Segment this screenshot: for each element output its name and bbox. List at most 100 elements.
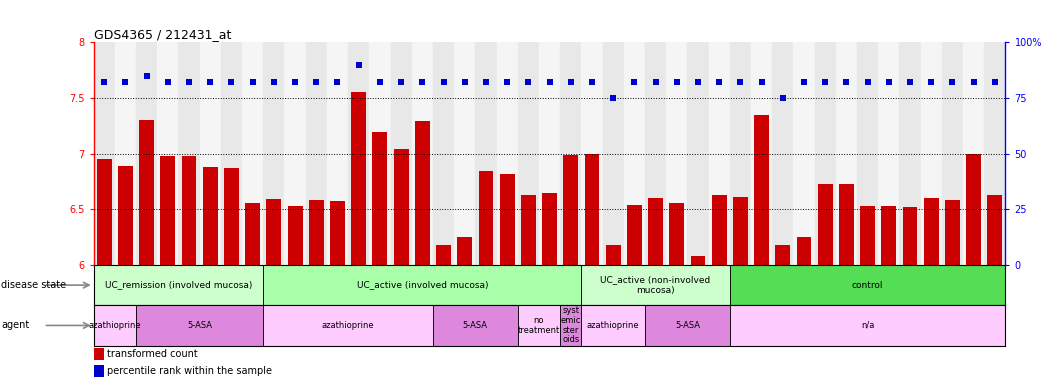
Bar — [266, 199, 281, 265]
Bar — [543, 193, 556, 265]
Text: UC_active (involved mucosa): UC_active (involved mucosa) — [356, 281, 488, 290]
Point — [817, 79, 834, 85]
Bar — [369, 42, 390, 265]
Bar — [118, 166, 133, 265]
Bar — [687, 42, 709, 265]
Point — [350, 61, 367, 68]
Bar — [458, 237, 472, 265]
Bar — [327, 42, 348, 265]
Text: UC_active (non-involved
mucosa): UC_active (non-involved mucosa) — [600, 275, 711, 295]
Bar — [881, 206, 896, 265]
Bar — [394, 149, 409, 265]
Bar — [348, 42, 369, 265]
Point — [202, 79, 219, 85]
Bar — [899, 42, 920, 265]
Point — [732, 79, 749, 85]
Bar — [560, 305, 581, 346]
Bar — [942, 42, 963, 265]
Point — [562, 79, 579, 85]
Bar — [666, 42, 687, 265]
Bar — [305, 42, 327, 265]
Bar — [500, 174, 515, 265]
Bar — [412, 42, 433, 265]
Bar — [581, 305, 645, 346]
Bar — [94, 265, 263, 305]
Bar — [246, 203, 260, 265]
Bar — [857, 42, 878, 265]
Bar — [476, 42, 497, 265]
Bar — [139, 120, 154, 265]
Point — [456, 79, 473, 85]
Bar — [115, 42, 136, 265]
Bar — [243, 42, 263, 265]
Bar — [648, 198, 663, 265]
Bar — [221, 42, 243, 265]
Point — [181, 79, 198, 85]
Point — [499, 79, 516, 85]
Bar — [454, 42, 476, 265]
Point — [286, 79, 303, 85]
Point — [138, 73, 155, 79]
Bar — [497, 42, 518, 265]
Bar — [733, 197, 748, 265]
Point — [604, 95, 621, 101]
Text: UC_remission (involved mucosa): UC_remission (involved mucosa) — [104, 281, 252, 290]
Text: control: control — [852, 281, 883, 290]
Point — [668, 79, 685, 85]
Bar — [754, 115, 769, 265]
Bar — [351, 93, 366, 265]
Text: syst
emic
ster
oids: syst emic ster oids — [561, 306, 581, 344]
Bar — [581, 42, 602, 265]
Bar — [818, 184, 833, 265]
Bar — [284, 42, 305, 265]
Point — [583, 79, 600, 85]
Point — [965, 79, 982, 85]
Bar — [920, 42, 942, 265]
Bar — [372, 132, 387, 265]
Bar — [902, 207, 917, 265]
Point — [922, 79, 940, 85]
Point — [711, 79, 728, 85]
Bar — [436, 245, 451, 265]
Bar — [815, 42, 836, 265]
Bar — [560, 42, 581, 265]
Bar — [97, 159, 112, 265]
Point — [371, 79, 388, 85]
Bar — [730, 42, 751, 265]
Text: GDS4365 / 212431_at: GDS4365 / 212431_at — [94, 28, 231, 41]
Bar — [627, 205, 642, 265]
Bar — [433, 305, 518, 346]
Bar — [730, 265, 1005, 305]
Point — [626, 79, 643, 85]
Text: transformed count: transformed count — [107, 349, 198, 359]
Bar — [136, 305, 263, 346]
Point — [880, 79, 897, 85]
Bar — [539, 42, 560, 265]
Bar — [584, 154, 599, 265]
Bar — [287, 206, 302, 265]
Bar — [878, 42, 899, 265]
Bar — [709, 42, 730, 265]
Bar — [836, 42, 857, 265]
Text: 5-ASA: 5-ASA — [463, 321, 487, 330]
Point — [796, 79, 813, 85]
Bar — [624, 42, 645, 265]
Bar — [518, 42, 539, 265]
Bar — [776, 245, 791, 265]
Point — [647, 79, 664, 85]
Point — [435, 79, 452, 85]
Bar — [157, 42, 179, 265]
Bar — [225, 168, 239, 265]
Point — [414, 79, 431, 85]
Bar — [839, 184, 853, 265]
Text: azathioprine: azathioprine — [321, 321, 375, 330]
Bar — [263, 42, 284, 265]
Point — [838, 79, 855, 85]
Text: azathioprine: azathioprine — [88, 321, 142, 330]
Point — [393, 79, 410, 85]
Point — [223, 79, 240, 85]
Point — [478, 79, 495, 85]
Point — [265, 79, 282, 85]
Bar — [479, 171, 494, 265]
Point — [775, 95, 792, 101]
